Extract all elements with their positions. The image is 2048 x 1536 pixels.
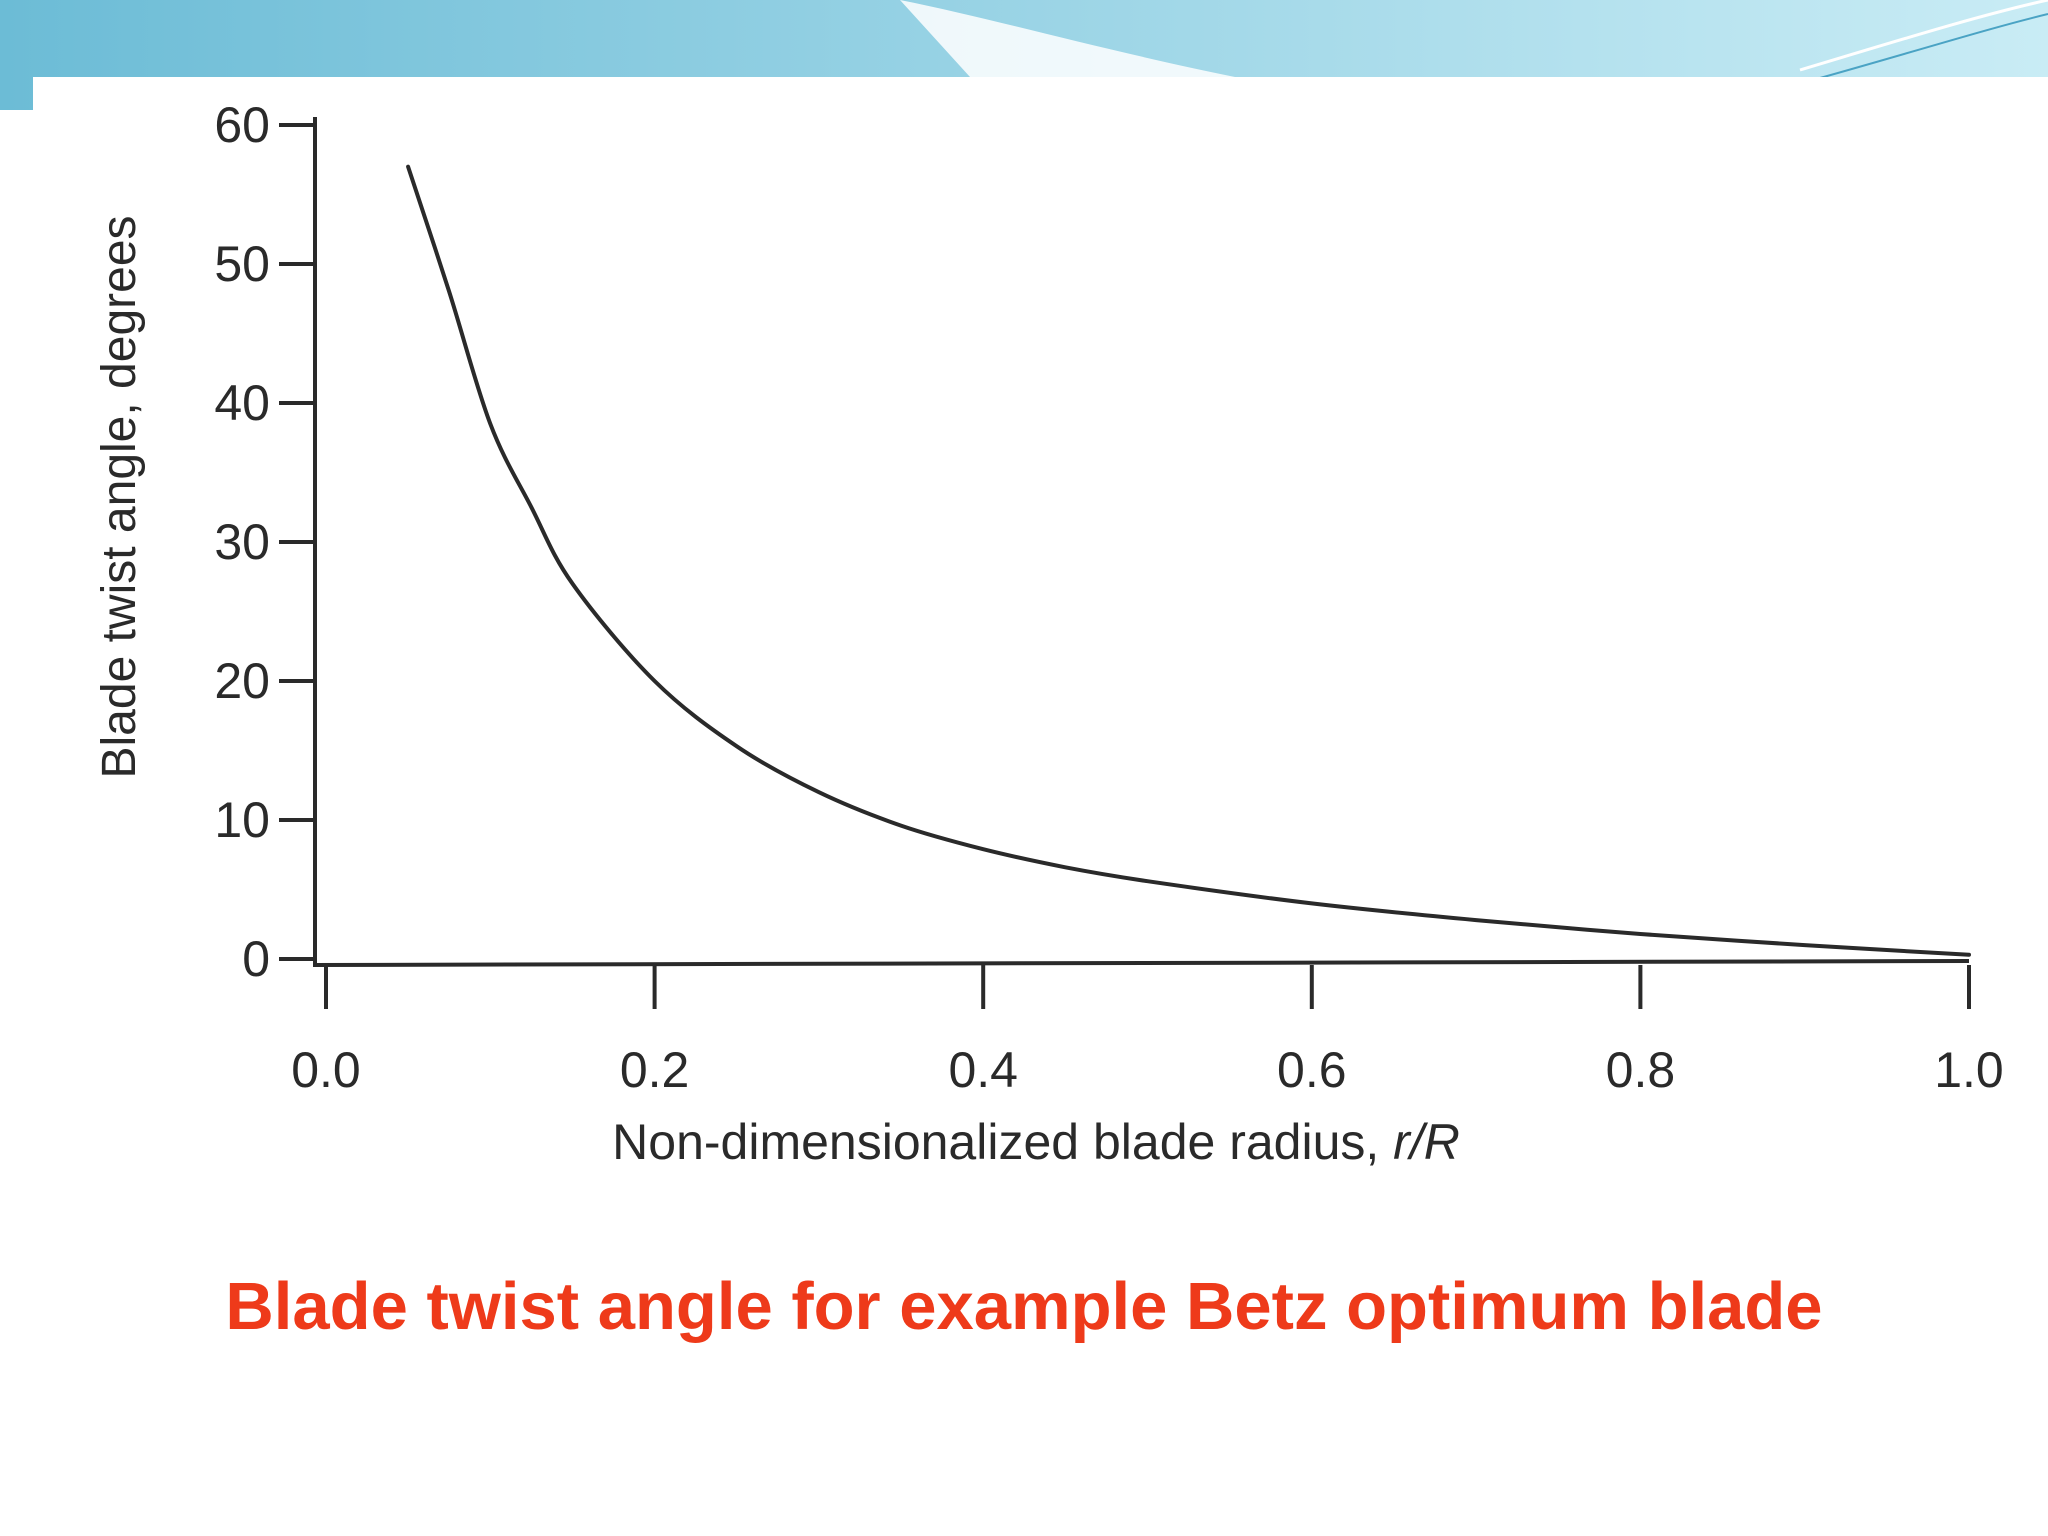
data-point [529,505,533,509]
data-point [1146,879,1149,883]
data-point [447,290,451,294]
chart-panel: 0 10 20 30 40 50 60 0.0 0.2 0.4 0.6 0.8 1.0 Blade t… [33,77,2048,1212]
y-tick-label: 40 [214,375,270,431]
data-point [1967,953,1971,957]
data-point [653,679,657,683]
data-point [1638,932,1642,936]
data-point [1803,943,1807,947]
x-tick-label: 0.4 [948,1042,1018,1098]
x-tick-label: 0.0 [291,1042,361,1098]
x-axis-line [314,959,1970,967]
x-axis-label-variable: r/R [1393,1114,1460,1170]
x-axis-label-text: Non-dimensionalized blade radius, [612,1114,1393,1170]
x-axis-label: Non-dimensionalized blade radius, r/R [612,1114,1460,1170]
data-point [981,847,985,851]
line-chart: 0 10 20 30 40 50 60 0.0 0.2 0.4 0.6 0.8 1.0 Blade t… [93,97,2004,1170]
data-point [817,790,821,794]
data-point [899,824,903,828]
x-tick-label: 0.8 [1606,1042,1676,1098]
data-point [488,422,492,426]
x-tick-label: 0.6 [1277,1042,1347,1098]
y-axis-label: Blade twist angle, degrees [93,215,146,778]
x-axis: 0.0 0.2 0.4 0.6 0.8 1.0 [291,959,2004,1098]
data-point [1063,865,1067,869]
x-tick-label: 0.2 [620,1042,690,1098]
data-point [1474,918,1478,922]
y-tick-label: 0 [242,931,270,987]
y-tick-label: 10 [214,792,270,848]
data-point [735,744,739,748]
slide-caption: Blade twist angle for example Betz optim… [225,1269,1823,1344]
twist-angle-curve [406,164,1971,957]
x-tick-label: 1.0 [1934,1042,2004,1098]
y-tick-label: 30 [214,514,270,570]
y-axis: 0 10 20 30 40 50 60 [214,97,317,987]
data-point [1310,901,1314,905]
y-tick-label: 50 [214,236,270,292]
y-tick-label: 20 [214,653,270,709]
data-point [570,582,574,586]
series-group [406,164,1971,957]
data-point [406,165,410,169]
y-tick-label: 60 [214,97,270,153]
